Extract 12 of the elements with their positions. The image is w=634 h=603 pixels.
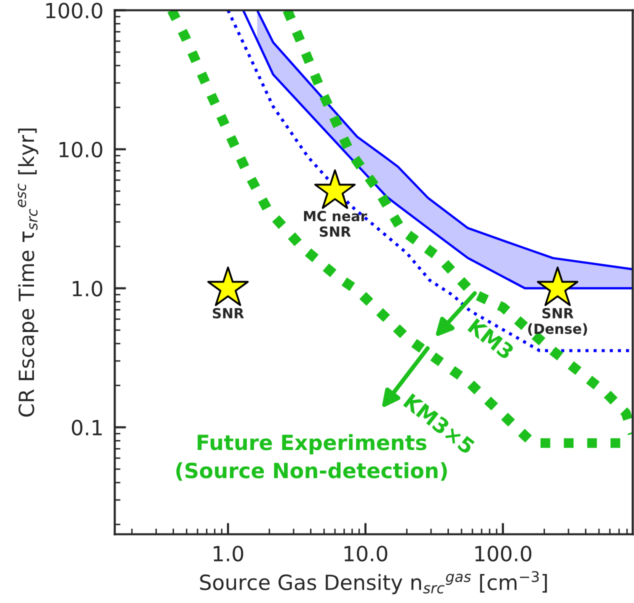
- x-tick-label: 1.0: [214, 546, 244, 562]
- series-label: MC near SNR: [304, 210, 368, 237]
- y-tick-label: 0.1: [72, 420, 102, 436]
- x-axis-title: Source Gas Density n$_{src}$$^{gas}$ [cm$^{−3}$]: [200, 571, 547, 594]
- series-label: SNR: [212, 308, 244, 318]
- y-tick-label: 10.0: [60, 142, 102, 158]
- y-tick-label: 100.0: [46, 2, 102, 18]
- y-tick-label: 1.0: [72, 280, 102, 296]
- y-axis-title: CR Escape Time τ$_{src}$$^{esc}$ [kyr]: [18, 128, 38, 417]
- x-tick-label: 10.0: [344, 546, 388, 562]
- x-tick-label: 100.0: [475, 546, 532, 562]
- series-label: SNR (Dense): [528, 308, 588, 336]
